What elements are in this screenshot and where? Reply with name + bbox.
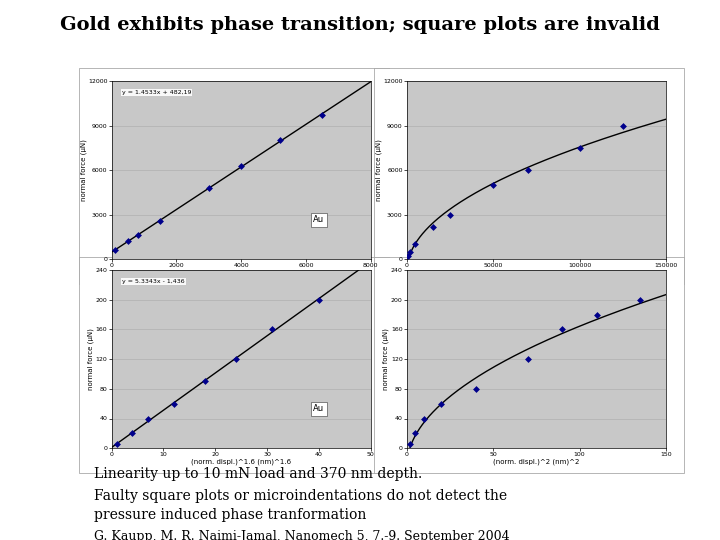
Text: Au: Au [313, 404, 325, 414]
X-axis label: (norm. displ.)^1.5 (nm)^1.5: (norm. displ.)^1.5 (nm)^1.5 [192, 270, 291, 276]
Text: y = 5.3343x - 1,436: y = 5.3343x - 1,436 [122, 279, 184, 284]
Y-axis label: normal force (μN): normal force (μN) [80, 139, 86, 201]
X-axis label: (norm. displ.)^2 (nm)^2: (norm. displ.)^2 (nm)^2 [493, 270, 580, 276]
Text: G. Kaupp, M. R. Naimi-Jamal, Nanomech 5, 7.-9. September 2004: G. Kaupp, M. R. Naimi-Jamal, Nanomech 5,… [94, 530, 509, 540]
Text: pressure induced phase tranformation: pressure induced phase tranformation [94, 508, 366, 522]
Text: Gold exhibits phase transition; square plots are invalid: Gold exhibits phase transition; square p… [60, 16, 660, 34]
Text: y = 1.4533x + 482,19: y = 1.4533x + 482,19 [122, 90, 192, 95]
Text: Linearity up to 10 mN load and 370 nm depth.: Linearity up to 10 mN load and 370 nm de… [94, 467, 422, 481]
Text: Au: Au [313, 215, 325, 225]
Y-axis label: normal force (μN): normal force (μN) [88, 328, 94, 390]
Y-axis label: normal force (μN): normal force (μN) [383, 328, 390, 390]
Text: Faulty square plots or microindentations do not detect the: Faulty square plots or microindentations… [94, 489, 507, 503]
X-axis label: (norm. displ.)^2 (nm)^2: (norm. displ.)^2 (nm)^2 [493, 459, 580, 465]
X-axis label: (norm. displ.)^1.6 (nm)^1.6: (norm. displ.)^1.6 (nm)^1.6 [191, 459, 292, 465]
Y-axis label: normal force (μN): normal force (μN) [375, 139, 382, 201]
